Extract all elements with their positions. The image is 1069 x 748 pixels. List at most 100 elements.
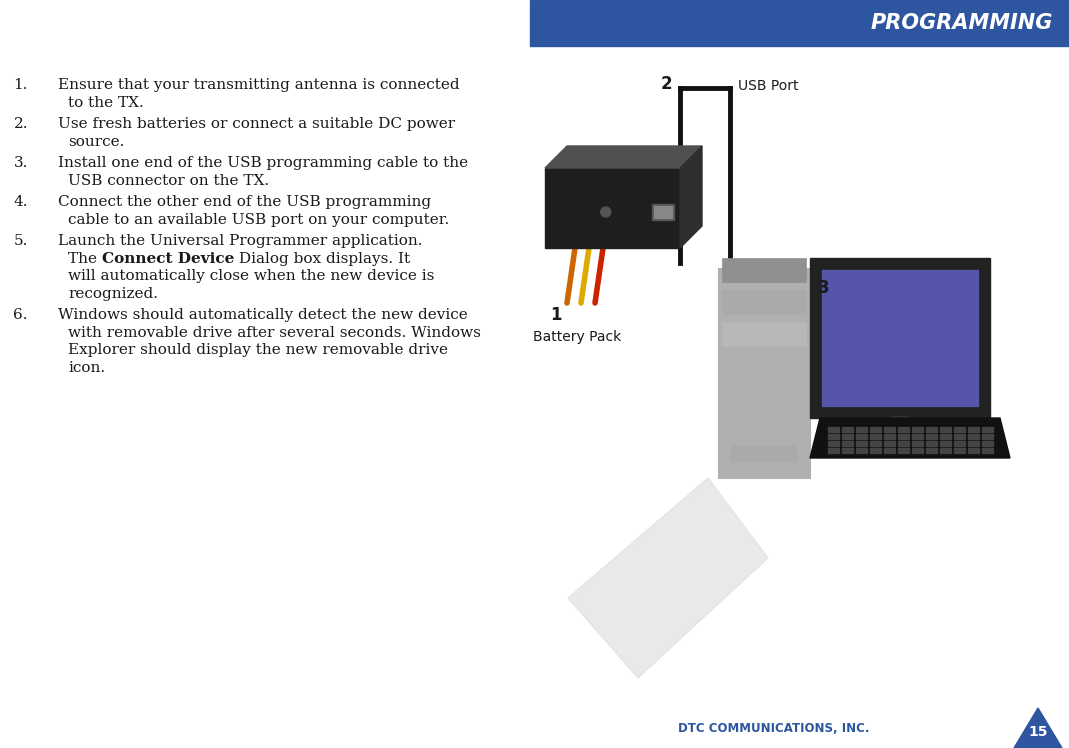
Text: recognized.: recognized. xyxy=(68,286,158,301)
Text: 1: 1 xyxy=(549,306,561,324)
Text: USB Port: USB Port xyxy=(738,79,799,93)
Bar xyxy=(842,441,853,446)
Text: Launch the Universal Programmer application.: Launch the Universal Programmer applicat… xyxy=(58,234,422,248)
Text: Connect Device: Connect Device xyxy=(102,251,234,266)
Bar xyxy=(940,427,951,432)
Circle shape xyxy=(601,207,610,217)
Bar xyxy=(870,441,881,446)
Text: 5.: 5. xyxy=(14,234,28,248)
Circle shape xyxy=(750,375,778,404)
Bar xyxy=(912,434,923,439)
Bar xyxy=(926,448,938,453)
Bar xyxy=(722,322,806,346)
Bar xyxy=(954,448,965,453)
Bar xyxy=(884,448,895,453)
Bar xyxy=(652,204,673,220)
Bar xyxy=(912,448,923,453)
Text: icon.: icon. xyxy=(68,361,105,375)
Text: Battery Pack: Battery Pack xyxy=(533,330,621,344)
Text: 4.: 4. xyxy=(14,195,28,209)
Text: Dialog box displays. It: Dialog box displays. It xyxy=(234,251,410,266)
Bar xyxy=(898,434,909,439)
Bar xyxy=(898,441,909,446)
Bar xyxy=(828,441,839,446)
Bar xyxy=(926,434,938,439)
Bar xyxy=(718,268,810,478)
Polygon shape xyxy=(680,146,702,248)
Bar xyxy=(870,427,881,432)
Bar xyxy=(856,427,867,432)
Text: Install one end of the USB programming cable to the: Install one end of the USB programming c… xyxy=(58,156,468,170)
Bar xyxy=(969,427,979,432)
Bar xyxy=(940,434,951,439)
Text: Use fresh batteries or connect a suitable DC power: Use fresh batteries or connect a suitabl… xyxy=(58,117,455,131)
Text: 2.: 2. xyxy=(14,117,28,131)
Text: 2: 2 xyxy=(661,75,672,93)
Bar xyxy=(842,434,853,439)
Polygon shape xyxy=(568,478,768,678)
Bar xyxy=(982,448,993,453)
Bar xyxy=(982,434,993,439)
Bar xyxy=(870,448,881,453)
Bar xyxy=(926,427,938,432)
Bar xyxy=(982,427,993,432)
Circle shape xyxy=(750,405,778,433)
Bar xyxy=(912,427,923,432)
Bar xyxy=(722,290,806,314)
Text: 1.: 1. xyxy=(14,78,28,92)
Text: cable to an available USB port on your computer.: cable to an available USB port on your c… xyxy=(68,212,449,227)
Bar xyxy=(954,441,965,446)
Bar xyxy=(969,434,979,439)
Bar xyxy=(892,416,908,440)
Text: to the TX.: to the TX. xyxy=(68,96,143,109)
Text: 15: 15 xyxy=(1028,725,1048,739)
Polygon shape xyxy=(545,146,702,168)
Bar xyxy=(898,427,909,432)
Bar xyxy=(884,441,895,446)
Bar xyxy=(969,441,979,446)
Bar xyxy=(828,427,839,432)
Bar xyxy=(872,438,928,448)
Bar xyxy=(940,441,951,446)
Polygon shape xyxy=(545,168,680,248)
Text: with removable drive after several seconds. Windows: with removable drive after several secon… xyxy=(68,325,481,340)
Text: 3: 3 xyxy=(818,279,830,297)
FancyBboxPatch shape xyxy=(731,446,797,462)
Bar xyxy=(842,427,853,432)
Text: 3.: 3. xyxy=(14,156,28,170)
Bar xyxy=(884,434,895,439)
Bar xyxy=(940,448,951,453)
Bar xyxy=(828,434,839,439)
Bar xyxy=(969,448,979,453)
Bar xyxy=(654,206,672,218)
Text: Connect the other end of the USB programming: Connect the other end of the USB program… xyxy=(58,195,431,209)
Text: Ensure that your transmitting antenna is connected: Ensure that your transmitting antenna is… xyxy=(58,78,460,92)
Bar xyxy=(810,258,990,418)
Bar xyxy=(870,434,881,439)
Text: Windows should automatically detect the new device: Windows should automatically detect the … xyxy=(58,308,468,322)
Text: source.: source. xyxy=(68,135,124,149)
Polygon shape xyxy=(1014,708,1062,748)
Bar xyxy=(856,448,867,453)
Text: DTC COMMUNICATIONS, INC.: DTC COMMUNICATIONS, INC. xyxy=(679,722,870,735)
Bar xyxy=(982,441,993,446)
Bar xyxy=(926,441,938,446)
Bar xyxy=(842,448,853,453)
Text: USB connector on the TX.: USB connector on the TX. xyxy=(68,174,269,188)
Text: PROGRAMMING: PROGRAMMING xyxy=(870,13,1053,33)
Text: The: The xyxy=(68,251,102,266)
Bar xyxy=(856,441,867,446)
Bar xyxy=(530,0,1069,46)
Bar xyxy=(898,448,909,453)
Bar xyxy=(912,441,923,446)
Bar xyxy=(954,427,965,432)
Text: will automatically close when the new device is: will automatically close when the new de… xyxy=(68,269,434,283)
Bar xyxy=(884,427,895,432)
Bar xyxy=(722,258,806,282)
Bar xyxy=(822,270,978,406)
Text: Explorer should display the new removable drive: Explorer should display the new removabl… xyxy=(68,343,448,357)
Text: 6.: 6. xyxy=(14,308,28,322)
Polygon shape xyxy=(810,418,1010,458)
Bar xyxy=(856,434,867,439)
Bar xyxy=(954,434,965,439)
